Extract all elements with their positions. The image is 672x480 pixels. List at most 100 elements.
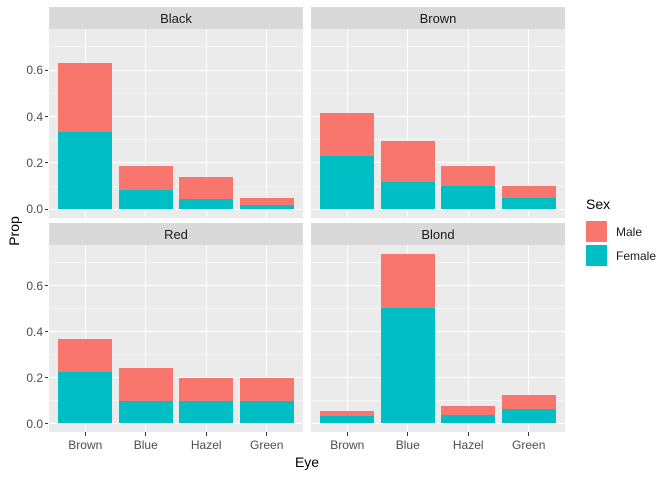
bar-segment-male	[179, 378, 234, 401]
gridline-major	[49, 116, 303, 118]
gridline-minor	[311, 400, 565, 402]
x-tick-mark	[467, 432, 469, 436]
facet-strip-label: Black	[160, 10, 192, 26]
gridline-vertical	[84, 245, 86, 432]
bar-segment-male	[320, 410, 375, 417]
x-tick-label: Brown	[68, 438, 103, 452]
y-tick-label: 0.0	[26, 416, 43, 431]
y-tick-label: 0.6	[26, 63, 43, 78]
y-tick-mark	[45, 331, 48, 333]
gridline-vertical	[266, 29, 268, 218]
x-tick-label: Hazel	[190, 438, 222, 452]
gridline-vertical	[205, 245, 207, 432]
legend-label-male: Male	[616, 224, 643, 239]
x-tick-label: Blue	[133, 438, 158, 452]
gridline-vertical	[528, 29, 530, 218]
bar-segment-female	[501, 198, 556, 210]
y-tick-mark	[45, 162, 48, 164]
gridline-minor	[49, 46, 303, 48]
bar-segment-male	[118, 166, 173, 191]
bar-segment-male	[441, 405, 496, 415]
facet-panel	[311, 29, 565, 218]
gridline-major	[311, 423, 565, 424]
bar-segment-female	[179, 400, 234, 424]
female-color-swatch-icon	[586, 245, 607, 266]
gridline-minor	[49, 354, 303, 356]
gridline-major	[49, 423, 303, 424]
y-tick-label: 0.4	[26, 324, 43, 339]
gridline-major	[49, 331, 303, 333]
gridline-minor	[311, 46, 565, 48]
legend-item-male: Male	[586, 221, 656, 242]
gridline-major	[49, 285, 303, 287]
x-tick-mark	[84, 432, 86, 436]
gridline-vertical	[467, 245, 469, 432]
bar-segment-female	[58, 371, 113, 424]
x-tick-label: Brown	[330, 438, 365, 452]
gridline-major	[311, 377, 565, 379]
y-tick-label: 0.6	[26, 278, 43, 293]
gridline-major	[311, 69, 565, 71]
bar-segment-male	[501, 185, 556, 199]
gridline-major	[311, 208, 565, 210]
x-tick-label: Hazel	[452, 438, 484, 452]
facet-strip: Brown	[311, 7, 565, 29]
bar-segment-male	[380, 141, 435, 182]
x-tick-mark	[407, 432, 409, 436]
gridline-minor	[49, 185, 303, 187]
gridline-major	[49, 69, 303, 71]
bar-segment-female	[239, 400, 294, 424]
bar-segment-female	[58, 132, 113, 210]
gridline-major	[49, 377, 303, 379]
gridline-minor	[311, 262, 565, 264]
facet-panel	[311, 245, 565, 432]
y-tick-label: 0.0	[26, 202, 43, 217]
facet-strip: Red	[49, 223, 303, 245]
facet-strip-label: Red	[164, 226, 188, 242]
gridline-vertical	[528, 245, 530, 432]
facet-strip: Blond	[311, 223, 565, 245]
legend-label-female: Female	[616, 248, 657, 263]
bar-segment-female	[118, 190, 173, 210]
y-tick-mark	[45, 423, 48, 424]
bar-segment-female	[501, 409, 556, 424]
facet-panel	[49, 245, 303, 432]
y-tick-mark	[45, 208, 48, 210]
facet-strip: Black	[49, 7, 303, 29]
x-axis-title: Eye	[294, 454, 320, 470]
gridline-minor	[49, 308, 303, 310]
bar-segment-male	[501, 394, 556, 410]
bar-segment-female	[179, 198, 234, 210]
x-tick-mark	[266, 432, 268, 436]
legend-item-female: Female	[586, 245, 656, 266]
legend: Sex Male Female	[586, 196, 656, 269]
y-tick-mark	[45, 116, 48, 118]
gridline-major	[49, 208, 303, 210]
x-tick-label: Blue	[395, 438, 420, 452]
bar-segment-male	[320, 112, 375, 156]
facet-panel	[49, 29, 303, 218]
bar-segment-male	[179, 177, 234, 199]
bar-segment-female	[118, 400, 173, 424]
x-tick-mark	[346, 432, 348, 436]
gridline-vertical	[467, 29, 469, 218]
x-tick-label: Green	[250, 438, 284, 452]
gridline-major	[311, 331, 565, 333]
gridline-vertical	[145, 29, 147, 218]
gridline-vertical	[266, 245, 268, 432]
legend-title: Sex	[586, 196, 611, 212]
bar-segment-male	[58, 339, 113, 372]
y-axis-title: Prop	[6, 216, 22, 246]
bar-segment-female	[320, 155, 375, 210]
bar-segment-male	[441, 165, 496, 186]
y-tick-mark	[45, 377, 48, 379]
gridline-major	[49, 162, 303, 164]
x-tick-mark	[145, 432, 147, 436]
gridline-vertical	[205, 29, 207, 218]
gridline-minor	[311, 139, 565, 141]
bar-segment-female	[320, 416, 375, 424]
gridline-minor	[311, 354, 565, 356]
bar-segment-male	[58, 63, 113, 133]
gridline-major	[311, 162, 565, 164]
